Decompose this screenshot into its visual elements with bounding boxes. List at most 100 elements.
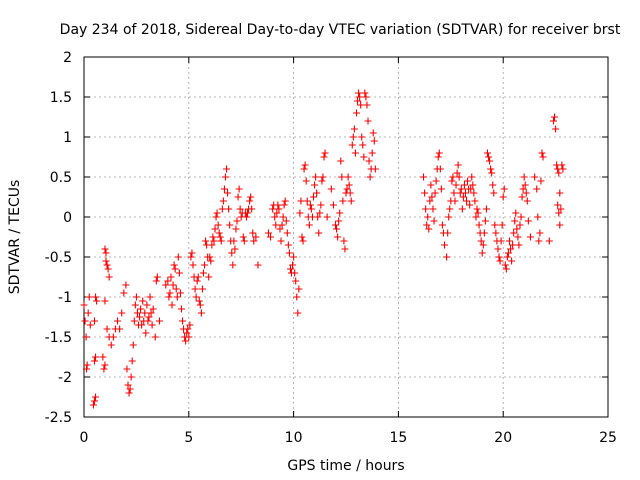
data-point [131,301,139,309]
data-point [298,233,306,241]
data-point [235,185,243,193]
data-point [197,309,205,317]
data-point [521,181,529,189]
data-point [229,261,237,269]
data-point [128,357,136,365]
data-point [494,245,502,253]
data-point [474,209,482,217]
data-point [103,325,111,333]
data-point [290,253,298,261]
data-point [422,205,430,213]
data-point [138,321,146,329]
data-point [457,185,465,193]
data-point [196,301,204,309]
data-point [454,161,462,169]
data-point [488,169,496,177]
data-point [285,249,293,257]
data-point [224,189,232,197]
data-point [206,253,214,261]
data-point [223,165,231,173]
data-point [446,205,454,213]
data-point [294,309,302,317]
data-point [444,229,452,237]
x-axis-label: GPS time / hours [287,458,404,474]
data-point [273,209,281,217]
data-point [82,333,90,341]
data-point [199,269,207,277]
data-point [205,273,213,281]
data-point [220,185,228,193]
data-point [461,189,469,197]
data-point [86,321,94,329]
data-point [102,249,110,257]
data-point [192,293,200,301]
data-point [217,237,225,245]
data-point [107,341,115,349]
data-point [455,173,463,181]
data-point [443,253,451,261]
data-point [145,313,153,321]
data-point [149,305,157,313]
data-point [487,165,495,173]
data-point [99,353,107,361]
data-point [299,237,307,245]
data-point [250,237,258,245]
data-point [429,205,437,213]
data-point [496,257,504,265]
data-point [165,293,173,301]
data-point [366,173,374,181]
data-point [291,269,299,277]
data-point [471,197,479,205]
data-point [361,89,369,97]
data-point [300,165,308,173]
data-point [469,181,477,189]
data-point [459,193,467,201]
data-point [365,157,373,165]
data-point [349,133,357,141]
data-point [274,201,282,209]
data-point [473,205,481,213]
data-point [172,285,180,293]
data-point [306,201,314,209]
data-point [198,285,206,293]
data-point [101,361,109,369]
data-point [218,205,226,213]
data-point [346,189,354,197]
data-point [495,253,503,261]
data-point [515,241,523,249]
data-point [551,113,559,121]
data-point [269,205,277,213]
data-point [277,237,285,245]
y-tick-label: -0.5 [45,250,72,266]
data-point [141,309,149,317]
y-tick-label: -2.5 [45,410,72,426]
y-tick-label: -1 [58,290,72,306]
data-point [467,185,475,193]
data-point [191,285,199,293]
data-point [201,261,209,269]
data-point [188,249,196,257]
data-point [537,177,545,185]
data-point [520,173,528,181]
data-point [460,181,468,189]
data-point [453,169,461,177]
data-point [93,297,101,305]
data-point [508,257,516,265]
data-point [249,229,257,237]
data-point [126,385,134,393]
data-point [153,273,161,281]
data-point [90,317,98,325]
data-point [501,261,509,269]
data-point [176,289,184,297]
data-point [139,297,147,305]
data-point [148,321,156,329]
data-point [127,373,135,381]
data-point [248,205,256,213]
data-point [84,309,92,317]
data-point [209,233,217,241]
data-point [502,265,510,273]
data-point [481,217,489,225]
data-points [80,89,567,409]
data-point [310,193,318,201]
y-tick-label: 2 [63,50,72,66]
